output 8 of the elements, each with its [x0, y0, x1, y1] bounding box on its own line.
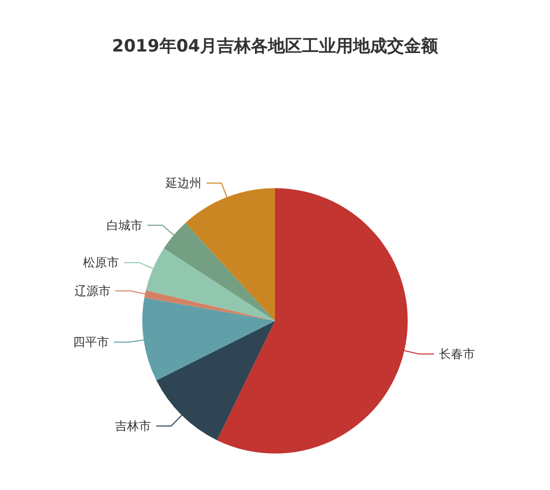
- slice-label: 吉林市: [115, 418, 152, 433]
- slice-label: 延边州: [164, 176, 202, 190]
- chart-title: 2019年04月吉林各地区工业用地成交金额: [112, 36, 439, 56]
- slice-label: 白城市: [106, 218, 142, 232]
- slice-label: 长春市: [438, 346, 475, 361]
- slice-label: 辽源市: [74, 284, 110, 298]
- slice-label: 四平市: [72, 335, 109, 350]
- slice-label: 松原市: [83, 256, 120, 270]
